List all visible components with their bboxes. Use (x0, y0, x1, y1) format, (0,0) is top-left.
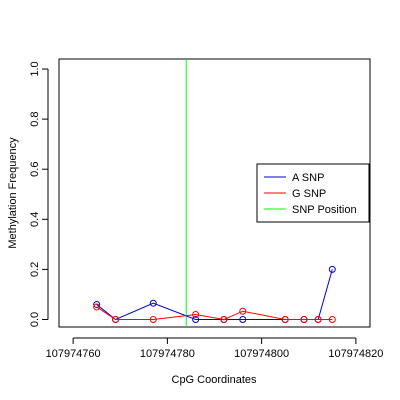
y-tick-label: 0.8 (29, 111, 41, 126)
x-tick-label: 107974780 (140, 348, 195, 360)
x-tick-label: 107974760 (46, 348, 101, 360)
y-tick-label: 1.0 (29, 61, 41, 76)
y-tick-label: 0.6 (29, 162, 41, 177)
legend-label-g-snp: G SNP (292, 188, 326, 200)
legend-box (256, 163, 370, 223)
data-point (281, 315, 289, 323)
data-point (149, 299, 157, 307)
y-tick-label: 0.0 (29, 312, 41, 327)
data-point (314, 315, 322, 323)
x-tick-label: 107974820 (328, 348, 383, 360)
legend-label-snp-position: SNP Position (292, 204, 357, 216)
data-point (239, 307, 247, 315)
data-point (328, 315, 336, 323)
series-line-g-snp (96, 306, 333, 321)
x-axis-title: CpG Coordinates (172, 374, 257, 386)
y-tick-label: 0.4 (29, 212, 41, 227)
data-point (192, 315, 200, 323)
legend: A SNP G SNP SNP Position (256, 163, 370, 223)
data-point (93, 303, 101, 311)
series-layer (93, 265, 336, 323)
series-line-a-snp (96, 269, 333, 321)
data-point (300, 315, 308, 323)
data-point (149, 315, 157, 323)
legend-label-a-snp: A SNP (292, 172, 324, 184)
y-tick-label: 0.2 (29, 262, 41, 277)
data-point (328, 265, 336, 273)
plot-area-frame (58, 58, 371, 328)
x-tick-label: 107974800 (234, 348, 289, 360)
data-point (192, 310, 200, 318)
y-axis: 0.0 0.2 0.4 0.6 0.8 1.0 (29, 61, 49, 327)
data-point (239, 315, 247, 323)
y-axis-title: Methylation Frequency (7, 137, 19, 249)
data-point (112, 315, 120, 323)
data-point (220, 315, 228, 323)
x-axis: 107974760 107974780 107974800 107974820 (46, 337, 383, 360)
